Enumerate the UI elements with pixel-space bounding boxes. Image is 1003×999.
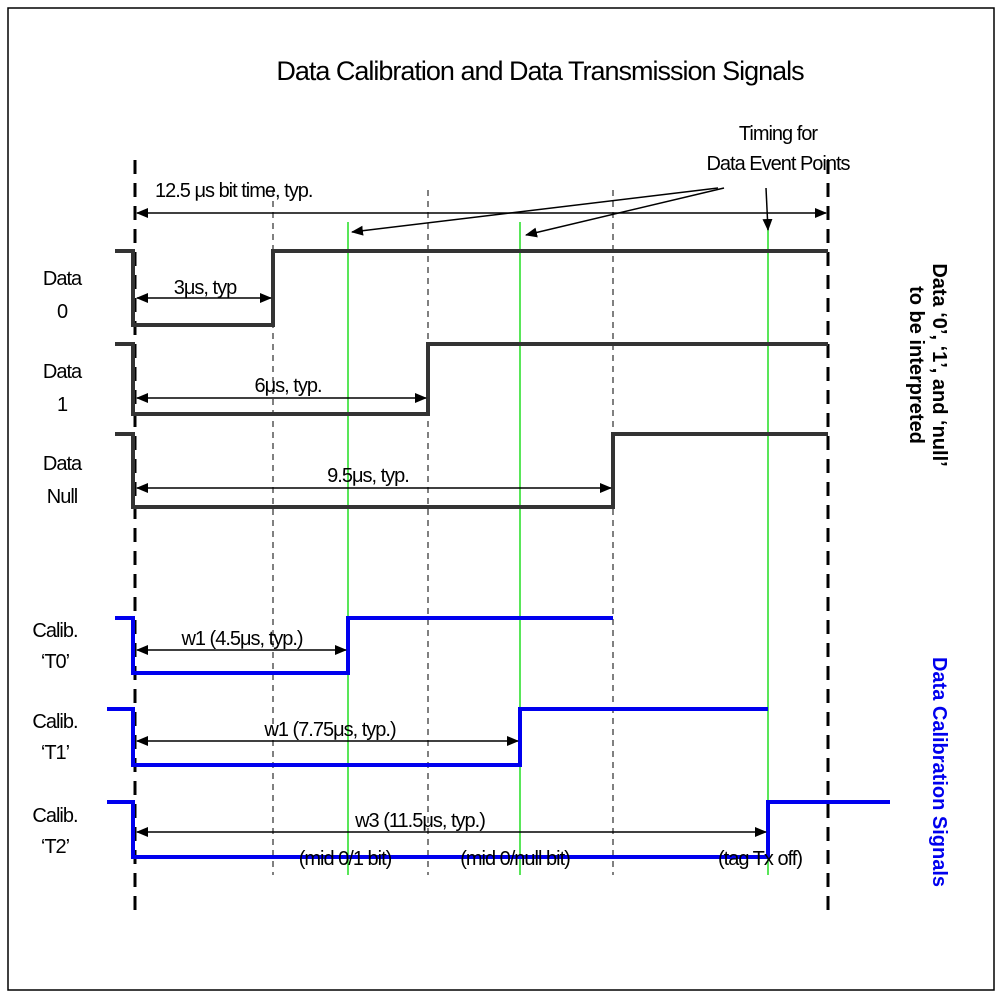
signal-label: Calib. <box>32 620 77 642</box>
signal-label: ‘T2’ <box>41 836 70 858</box>
signal-label: Calib. <box>32 805 77 827</box>
duration: 9.5μs, typ. <box>327 465 409 487</box>
arrows <box>136 187 827 837</box>
signal-label: Data <box>43 268 83 290</box>
duration: 3μs, typ <box>174 277 237 299</box>
duration: w1 (4.5μs, typ.) <box>180 628 302 650</box>
event-point: (mid 0/1 bit) <box>299 848 392 870</box>
duration: w1 (7.75μs, typ.) <box>263 719 396 741</box>
signal-label: 0 <box>57 301 68 323</box>
signal-label: Null <box>47 486 78 508</box>
duration: 6μs, typ. <box>255 375 322 397</box>
bit-time: 12.5 μs bit time, typ. <box>155 180 312 202</box>
event-point: (tag Tx off) <box>718 848 802 870</box>
signal-label: Data <box>43 453 83 475</box>
duration: w3 (11.5μs, typ.) <box>354 810 485 832</box>
side-label: Data Calibration Signals <box>928 657 950 887</box>
event-note: Timing for <box>739 123 819 145</box>
signal-label: 1 <box>57 394 68 416</box>
signal-label: Calib. <box>32 711 77 733</box>
event-note: Data Event Points <box>706 153 850 175</box>
title: Data Calibration and Data Transmission S… <box>276 56 804 86</box>
durations: 3μs, typ 6μs, typ. 9.5μs, typ. w1 (4.5μs… <box>174 277 486 832</box>
frame <box>7 7 995 991</box>
signal-label: ‘T0’ <box>41 651 70 673</box>
event-point: (mid 0/null bit) <box>460 848 570 870</box>
side-label: to be interpreted <box>905 286 927 444</box>
signal-label: ‘T1’ <box>41 742 70 764</box>
signal-label: Data <box>43 361 83 383</box>
signal-labels: Data 0 Data 1 Data Null Calib. ‘T0’ Cali… <box>32 268 84 858</box>
side-label: Data ‘0’, ‘1’, and ‘null’ <box>928 263 950 466</box>
guides <box>133 160 830 915</box>
event-points: (mid 0/1 bit) (mid 0/null bit) (tag Tx o… <box>299 848 804 870</box>
waveforms <box>107 249 890 859</box>
